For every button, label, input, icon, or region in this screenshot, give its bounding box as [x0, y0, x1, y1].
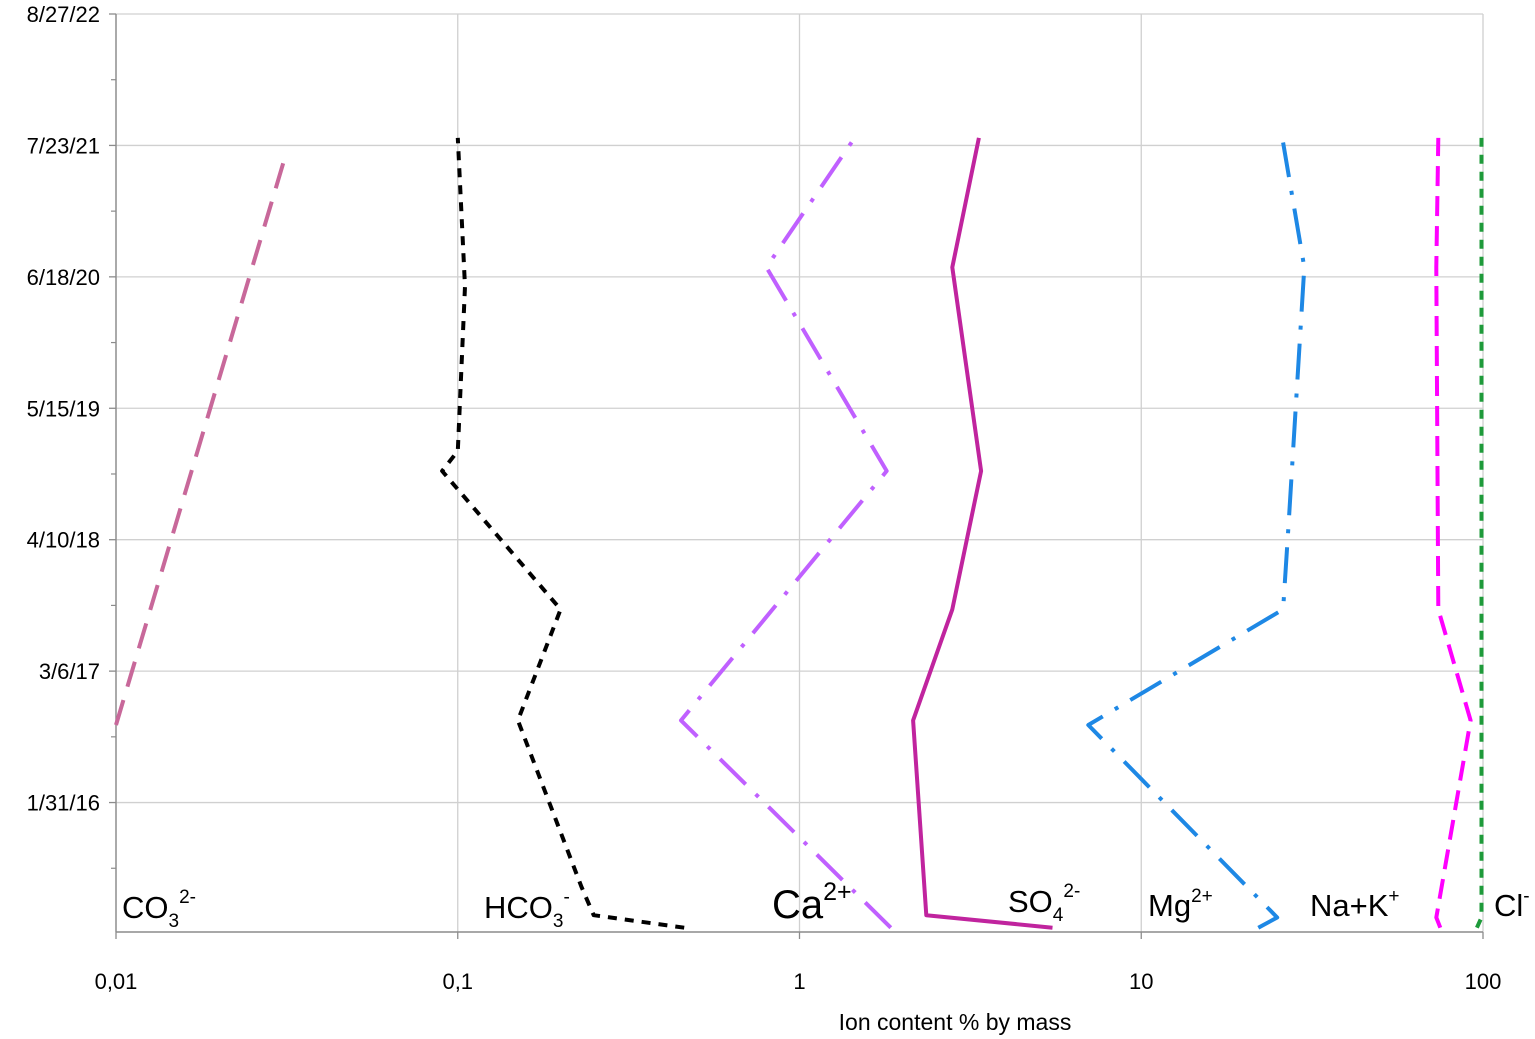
- ion-label-sup: 2+: [823, 878, 852, 906]
- y-tick-label: 7/23/21: [27, 133, 100, 158]
- x-tick-label: 0,1: [442, 969, 473, 994]
- y-tick-label: 1/31/16: [27, 791, 100, 816]
- y-tick-label: 8/27/22: [27, 2, 100, 27]
- ion-label-base: Na+K: [1310, 888, 1389, 923]
- ion-label-base: Ca: [772, 883, 824, 927]
- ion-label-sup: 2+: [1191, 886, 1213, 907]
- ion-label-base: SO: [1008, 884, 1053, 919]
- series-lines: [114, 136, 1484, 930]
- series-line-ca2: [679, 136, 893, 930]
- series-line-co32: [114, 160, 286, 726]
- ion-label-nak: Na+K+: [1310, 886, 1400, 923]
- x-tick-label: 10: [1129, 969, 1153, 994]
- grid-lines: [115, 13, 1484, 932]
- ion-label-sup: -: [1523, 886, 1529, 907]
- ion-label-sub: 3: [553, 911, 564, 932]
- series-line-cl: [1475, 137, 1484, 929]
- series-line-so42: [911, 137, 1053, 930]
- ion-label-base: Cl: [1494, 888, 1523, 923]
- ion-label-sub: 3: [169, 911, 180, 932]
- series-line-hco3: [440, 137, 685, 930]
- ion-labels: CO32- HCO3- Ca2+ SO42- Mg2+ Na+K+ Cl-: [122, 878, 1530, 932]
- x-axis-title: Ion content % by mass: [839, 1009, 1072, 1035]
- ion-label-sup: -: [563, 887, 569, 908]
- series-line-nak: [1434, 137, 1473, 929]
- ion-label-sub: 4: [1053, 905, 1064, 926]
- x-tick-label: 1: [793, 969, 805, 994]
- ion-label-mg: Mg2+: [1148, 886, 1213, 923]
- x-tick-label: 0,01: [95, 969, 138, 994]
- ion-label-cl: Cl-: [1494, 886, 1530, 923]
- y-tick-labels: 1/31/16 3/6/17 4/10/18 5/15/19 6/18/20 7/23/2…: [27, 2, 100, 816]
- y-tick-label: 5/15/19: [27, 396, 100, 421]
- y-tick-label: 6/18/20: [27, 265, 100, 290]
- ion-label-base: CO: [122, 890, 169, 925]
- ion-label-base: HCO: [484, 890, 553, 925]
- ion-label-ca: Ca2+: [772, 878, 852, 927]
- x-tick-labels: 0,01 0,1 1 10 100: [95, 969, 1502, 994]
- ion-label-so4: SO4 2-: [1008, 881, 1080, 926]
- y-tick-label: 4/10/18: [27, 528, 100, 553]
- axes: [109, 13, 1484, 939]
- x-tick-label: 100: [1465, 969, 1502, 994]
- ion-label-hco3: HCO3 -: [484, 887, 570, 932]
- ion-label-sup: 2-: [179, 887, 196, 908]
- ion-label-sup: +: [1388, 886, 1399, 907]
- ion-label-sup: 2-: [1063, 881, 1080, 902]
- ion-label-base: Mg: [1148, 888, 1191, 923]
- series-line-mg2: [1086, 142, 1307, 930]
- y-tick-label: 3/6/17: [39, 659, 100, 684]
- ion-label-co3: CO3 2-: [122, 887, 196, 932]
